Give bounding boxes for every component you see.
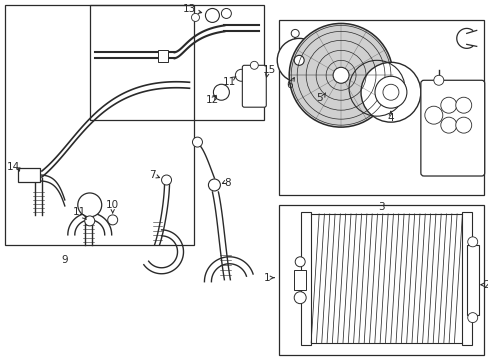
Circle shape	[374, 76, 406, 108]
Circle shape	[294, 55, 304, 65]
Text: 8: 8	[224, 178, 230, 188]
Circle shape	[440, 117, 456, 133]
Text: 2: 2	[482, 280, 488, 290]
Text: 6: 6	[285, 80, 292, 90]
FancyBboxPatch shape	[242, 65, 266, 107]
Text: 12: 12	[205, 95, 219, 105]
Bar	[90, 5, 264, 120]
Text: 9: 9	[61, 255, 68, 265]
Circle shape	[455, 117, 471, 133]
Bar	[461, 212, 471, 345]
Circle shape	[208, 179, 220, 191]
Text: 15: 15	[262, 65, 275, 75]
Bar	[18, 168, 40, 182]
FancyBboxPatch shape	[420, 80, 484, 176]
Circle shape	[192, 137, 202, 147]
Text: 7: 7	[149, 170, 156, 180]
Bar	[301, 212, 310, 345]
Text: 14: 14	[6, 162, 20, 172]
Circle shape	[191, 13, 199, 22]
Circle shape	[382, 84, 398, 100]
Circle shape	[291, 30, 299, 37]
Text: 11: 11	[73, 207, 86, 217]
Circle shape	[78, 193, 102, 217]
Circle shape	[295, 257, 305, 267]
Text: 11: 11	[223, 77, 236, 87]
Circle shape	[107, 215, 118, 225]
Circle shape	[161, 175, 171, 185]
Bar	[5, 5, 194, 245]
Circle shape	[235, 69, 247, 81]
Circle shape	[467, 237, 477, 247]
Circle shape	[288, 23, 392, 127]
Bar	[294, 270, 305, 290]
Circle shape	[250, 61, 258, 69]
Circle shape	[360, 62, 420, 122]
Bar	[157, 50, 167, 62]
Bar	[279, 205, 483, 355]
Circle shape	[84, 216, 95, 226]
Text: 3: 3	[377, 202, 384, 212]
Text: 13: 13	[183, 4, 196, 14]
Circle shape	[433, 75, 443, 85]
Circle shape	[221, 9, 231, 18]
Text: 1: 1	[264, 273, 270, 283]
Text: 5: 5	[315, 93, 322, 103]
Circle shape	[332, 67, 348, 83]
Circle shape	[467, 312, 477, 323]
Circle shape	[294, 292, 305, 304]
Text: 4: 4	[387, 113, 393, 123]
Text: 10: 10	[106, 200, 119, 210]
Bar	[279, 21, 483, 195]
Circle shape	[440, 97, 456, 113]
Bar	[466, 245, 478, 315]
Circle shape	[455, 97, 471, 113]
Circle shape	[424, 106, 442, 124]
Circle shape	[213, 84, 229, 100]
Circle shape	[205, 9, 219, 22]
Circle shape	[277, 39, 321, 82]
